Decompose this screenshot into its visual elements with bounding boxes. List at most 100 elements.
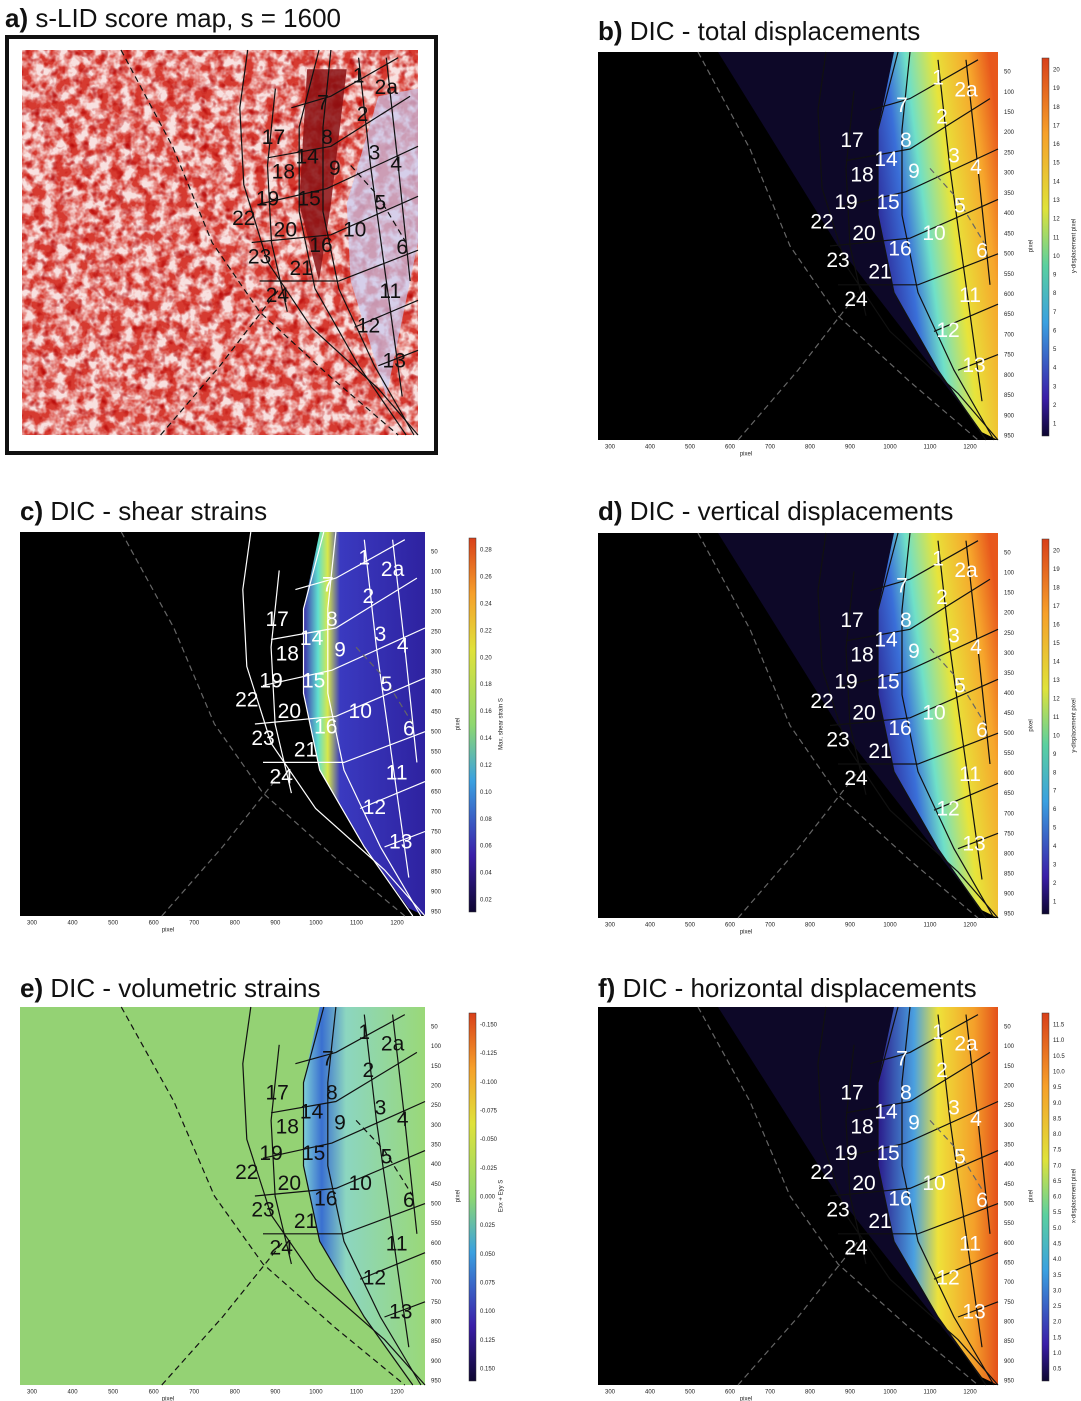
zone-label: 4 — [970, 156, 982, 179]
space — [623, 496, 630, 526]
x-tick-label: 400 — [645, 1390, 656, 1396]
colorbar-tick-label: 0.075 — [480, 1281, 496, 1287]
colorbar-tick-label: -0.075 — [480, 1109, 498, 1115]
y-tick-label: 300 — [431, 650, 442, 656]
y-tick-label: 950 — [431, 1379, 442, 1385]
zone-label: 16 — [309, 234, 332, 257]
zone-label: 23 — [251, 1199, 274, 1222]
x-tick-label: 600 — [149, 1390, 160, 1396]
colorbar-tick-label: 2.5 — [1053, 1304, 1062, 1310]
zone-label: 21 — [868, 740, 891, 763]
boundary — [933, 782, 999, 811]
y-tick-label: 350 — [1004, 671, 1015, 677]
x-tick-label: 1000 — [883, 923, 897, 929]
y-tick-label: 50 — [1004, 70, 1011, 76]
colorbar-tick-label: 3 — [1053, 384, 1057, 390]
colorbar-tick-label: 3 — [1053, 863, 1057, 869]
colorbar-tick-label: 2.0 — [1053, 1320, 1062, 1326]
colorbar-tick-label: 5.0 — [1053, 1226, 1062, 1232]
x-tick-label: 1100 — [924, 923, 938, 929]
panel-title: c) DIC - shear strains — [20, 496, 267, 526]
boundary — [359, 1252, 426, 1280]
zone-label: 18 — [276, 642, 299, 665]
zone-label: 14 — [874, 1100, 898, 1123]
colorbar-tick-label: 1.0 — [1053, 1351, 1062, 1357]
zone-label: 16 — [314, 1187, 337, 1210]
colorbar-tick-label: 0.050 — [480, 1252, 496, 1258]
y-tick-label: 300 — [1004, 1123, 1015, 1129]
colorbar-tick-label: 4.5 — [1053, 1241, 1062, 1247]
y-tick-label: 750 — [431, 830, 442, 836]
x-tick-label: 500 — [685, 445, 696, 451]
colorbar-tick-label: 16 — [1053, 622, 1060, 628]
y-tick-label: 450 — [431, 710, 442, 716]
zone-label: 13 — [383, 349, 406, 372]
x-tick-label: 500 — [108, 1390, 119, 1396]
zone-label: 18 — [276, 1116, 299, 1139]
zone-label: 17 — [840, 609, 863, 632]
y-tick-label: 800 — [1004, 851, 1015, 857]
zone-label: 20 — [274, 218, 297, 241]
panel-title-text: s-LID score map, s = 1600 — [35, 3, 341, 33]
zone-label: 1 — [932, 67, 944, 90]
zone-label: 24 — [844, 1236, 868, 1259]
zone-label: 24 — [270, 765, 294, 788]
y-tick-label: 150 — [1004, 1064, 1015, 1070]
y-tick-label: 700 — [1004, 1280, 1015, 1286]
y-tick-label: 950 — [1004, 434, 1015, 440]
panel-title-text: DIC - shear strains — [50, 496, 267, 526]
y-tick-label: 850 — [1004, 871, 1015, 877]
zone-label: 1 — [358, 1021, 370, 1044]
zone-label: 21 — [868, 1210, 891, 1233]
y-tick-label: 50 — [431, 1025, 438, 1031]
y-tick-label: 950 — [431, 910, 442, 916]
x-tick-label: 500 — [108, 921, 119, 927]
y-tick-label: 100 — [431, 1044, 442, 1050]
zone-label: 20 — [852, 701, 875, 724]
y-tick-label: 250 — [1004, 150, 1015, 156]
y-tick-label: 100 — [1004, 90, 1015, 96]
boundary — [845, 90, 867, 316]
y-tick-label: 200 — [431, 610, 442, 616]
zone-label: 1 — [932, 547, 944, 570]
zone-label: 9 — [908, 640, 920, 663]
colorbar-tick-label: 6 — [1053, 807, 1057, 813]
zone-label: 23 — [826, 1199, 849, 1222]
zone-label: 10 — [922, 222, 945, 245]
x-tick-label: 900 — [845, 445, 856, 451]
zone-label: 23 — [251, 727, 274, 750]
zone-label: 14 — [874, 148, 898, 171]
boundary — [327, 1006, 422, 1386]
colorbar-tick-label: 7 — [1053, 310, 1057, 316]
colorbar-tick-label: 2 — [1053, 403, 1057, 409]
colorbar-tick-label: 18 — [1053, 586, 1060, 592]
panel-title: a) s-LID score map, s = 1600 — [5, 3, 341, 33]
y-tick-label: 450 — [431, 1182, 442, 1188]
y-tick-label: 300 — [1004, 171, 1015, 177]
x-tick-label: 1200 — [963, 923, 977, 929]
boundary — [937, 59, 983, 402]
y-tick-label: 750 — [1004, 831, 1015, 837]
colorbar-tick-label: 10.0 — [1053, 1069, 1065, 1075]
space — [43, 496, 50, 526]
y-tick-label: 700 — [431, 1280, 442, 1286]
boundary — [259, 249, 419, 282]
boundary — [295, 1014, 406, 1065]
boundary — [354, 299, 419, 328]
y-tick-label: 550 — [1004, 751, 1015, 757]
colorbar-tick-label: 0.28 — [480, 548, 492, 554]
panel-label: f) — [598, 973, 615, 1003]
boundary-dashed — [355, 1119, 414, 1197]
zone-label: 13 — [962, 832, 985, 855]
zone-label: 15 — [876, 671, 899, 694]
y-tick-label: 300 — [431, 1123, 442, 1129]
zone-label: 15 — [876, 191, 899, 214]
zone-label: 17 — [840, 1081, 863, 1104]
zone-label: 10 — [922, 701, 945, 724]
y-tick-label: 750 — [1004, 1300, 1015, 1306]
colorbar-tick-label: 10 — [1053, 254, 1060, 260]
y-tick-label: 200 — [1004, 130, 1015, 136]
colorbar-tick-label: 19 — [1053, 567, 1060, 573]
colorbar-tick-label: 6.5 — [1053, 1179, 1062, 1185]
colorbar-tick-label: 0.12 — [480, 763, 492, 769]
